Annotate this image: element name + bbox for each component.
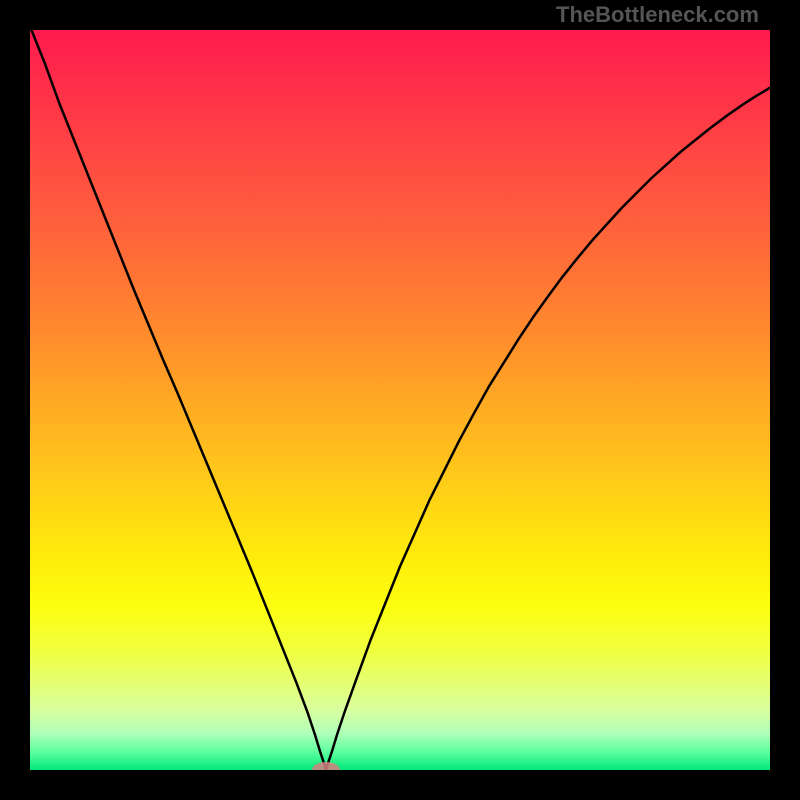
chart-container: TheBottleneck.com xyxy=(0,0,800,800)
chart-svg xyxy=(0,0,800,800)
watermark-text: TheBottleneck.com xyxy=(556,2,759,28)
